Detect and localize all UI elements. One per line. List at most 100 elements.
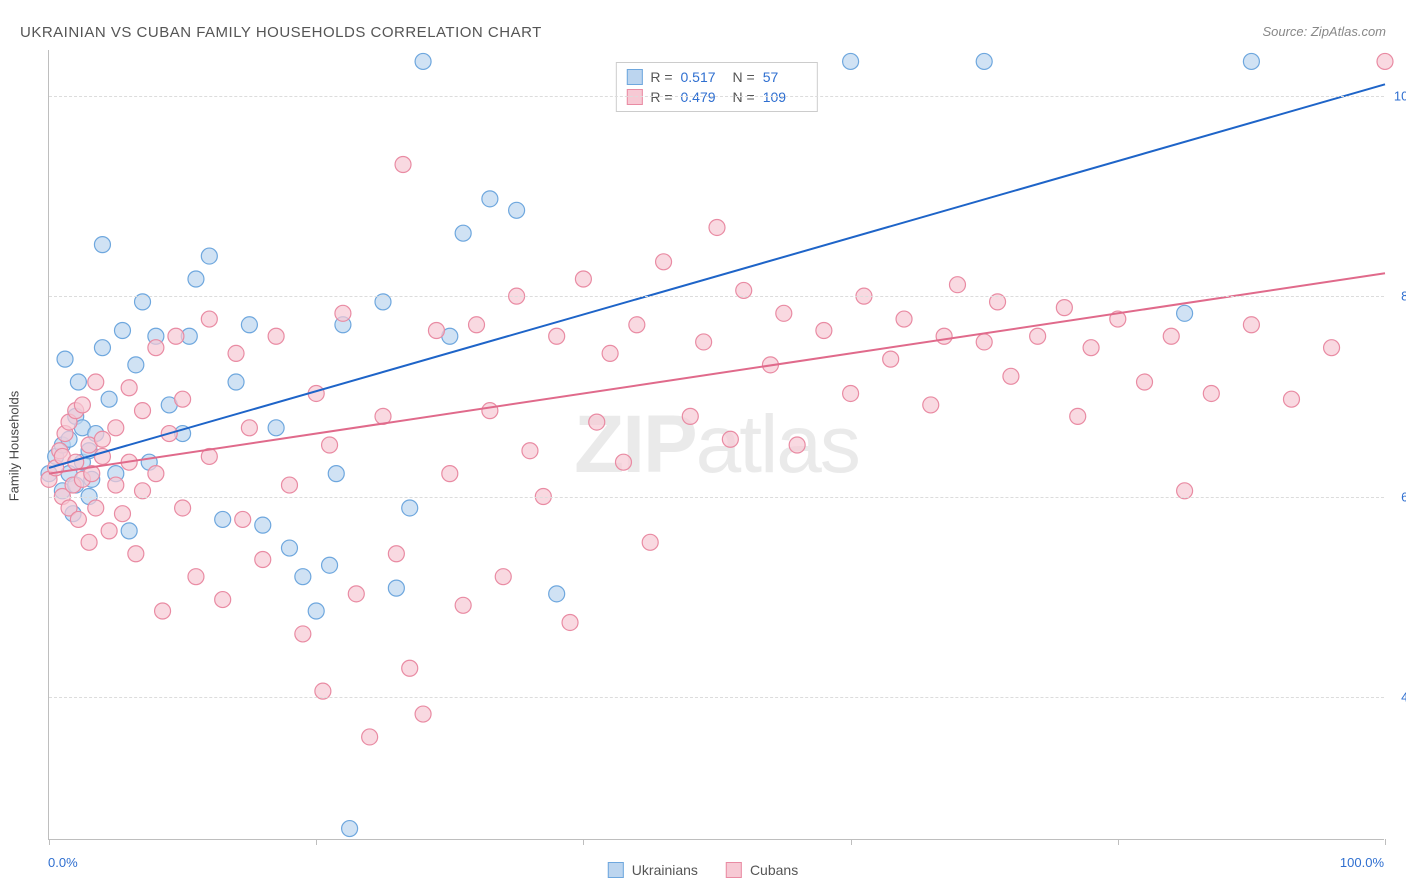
scatter-point (1003, 368, 1019, 384)
r-value-ukrainians: 0.517 (681, 67, 725, 87)
legend-item-ukrainians: Ukrainians (608, 862, 698, 878)
scatter-point (322, 557, 338, 573)
scatter-point (395, 156, 411, 172)
scatter-point (575, 271, 591, 287)
y-tick-label: 100.0% (1394, 88, 1406, 103)
scatter-point (168, 328, 184, 344)
scatter-point (108, 420, 124, 436)
scatter-point (789, 437, 805, 453)
r-label: R = (650, 67, 672, 87)
x-tick (1385, 839, 1386, 845)
scatter-point (615, 454, 631, 470)
x-axis-label-left: 0.0% (48, 855, 78, 870)
x-tick (583, 839, 584, 845)
scatter-point (342, 821, 358, 837)
scatter-point (709, 219, 725, 235)
scatter-point (976, 334, 992, 350)
scatter-point (843, 385, 859, 401)
n-label-2: N = (733, 87, 755, 107)
scatter-point (896, 311, 912, 327)
scatter-point (88, 374, 104, 390)
scatter-point (88, 500, 104, 516)
scatter-point (114, 323, 130, 339)
scatter-point (268, 420, 284, 436)
scatter-point (936, 328, 952, 344)
scatter-point (201, 311, 217, 327)
scatter-point (495, 569, 511, 585)
scatter-point (94, 340, 110, 356)
scatter-point (402, 500, 418, 516)
scatter-point (923, 397, 939, 413)
scatter-point (295, 626, 311, 642)
scatter-point (629, 317, 645, 333)
scatter-point (175, 500, 191, 516)
chart-title: UKRAINIAN VS CUBAN FAMILY HOUSEHOLDS COR… (20, 24, 542, 41)
scatter-point (549, 586, 565, 602)
scatter-point (482, 191, 498, 207)
gridline (49, 697, 1384, 698)
legend-bottom-swatch-pink (726, 862, 742, 878)
scatter-point (228, 374, 244, 390)
chart-container: UKRAINIAN VS CUBAN FAMILY HOUSEHOLDS COR… (0, 0, 1406, 892)
scatter-point (843, 53, 859, 69)
x-tick (316, 839, 317, 845)
scatter-point (1083, 340, 1099, 356)
legend-item-cubans: Cubans (726, 862, 798, 878)
scatter-point (976, 53, 992, 69)
scatter-point (1137, 374, 1153, 390)
scatter-point (235, 511, 251, 527)
scatter-point (602, 345, 618, 361)
scatter-point (509, 202, 525, 218)
scatter-point (722, 431, 738, 447)
scatter-point (135, 403, 151, 419)
scatter-point (335, 305, 351, 321)
legend-swatch-blue (626, 69, 642, 85)
source-label: Source: ZipAtlas.com (1262, 24, 1386, 39)
scatter-point (522, 443, 538, 459)
scatter-point (114, 506, 130, 522)
trend-line (49, 273, 1385, 473)
scatter-point (656, 254, 672, 270)
x-tick (851, 839, 852, 845)
scatter-point (469, 317, 485, 333)
scatter-point (455, 225, 471, 241)
scatter-point (201, 248, 217, 264)
gridline (49, 497, 1384, 498)
x-tick (1118, 839, 1119, 845)
scatter-point (121, 380, 137, 396)
scatter-point (1283, 391, 1299, 407)
r-label-2: R = (650, 87, 672, 107)
scatter-point (415, 706, 431, 722)
scatter-point (215, 592, 231, 608)
scatter-point (155, 603, 171, 619)
scatter-point (1243, 317, 1259, 333)
scatter-point (128, 357, 144, 373)
scatter-point (1030, 328, 1046, 344)
scatter-point (442, 466, 458, 482)
scatter-point (402, 660, 418, 676)
gridline (49, 296, 1384, 297)
scatter-point (148, 340, 164, 356)
scatter-point (1377, 53, 1393, 69)
scatter-point (188, 271, 204, 287)
scatter-point (255, 551, 271, 567)
scatter-point (70, 374, 86, 390)
scatter-point (348, 586, 364, 602)
scatter-point (70, 511, 86, 527)
scatter-point (128, 546, 144, 562)
scatter-point (1243, 53, 1259, 69)
plot-area: ZIPatlas R = 0.517 N = 57 R = 0.479 N = … (48, 50, 1384, 840)
y-tick-label: 47.5% (1401, 689, 1406, 704)
scatter-point (1070, 408, 1086, 424)
n-label: N = (733, 67, 755, 87)
scatter-point (268, 328, 284, 344)
scatter-point (308, 603, 324, 619)
scatter-point (949, 277, 965, 293)
scatter-point (1056, 300, 1072, 316)
legend-stats-row-ukrainians: R = 0.517 N = 57 (626, 67, 806, 87)
scatter-point (241, 317, 257, 333)
scatter-point (328, 466, 344, 482)
n-value-ukrainians: 57 (763, 67, 807, 87)
y-tick-label: 65.0% (1401, 489, 1406, 504)
x-axis-label-right: 100.0% (1340, 855, 1384, 870)
